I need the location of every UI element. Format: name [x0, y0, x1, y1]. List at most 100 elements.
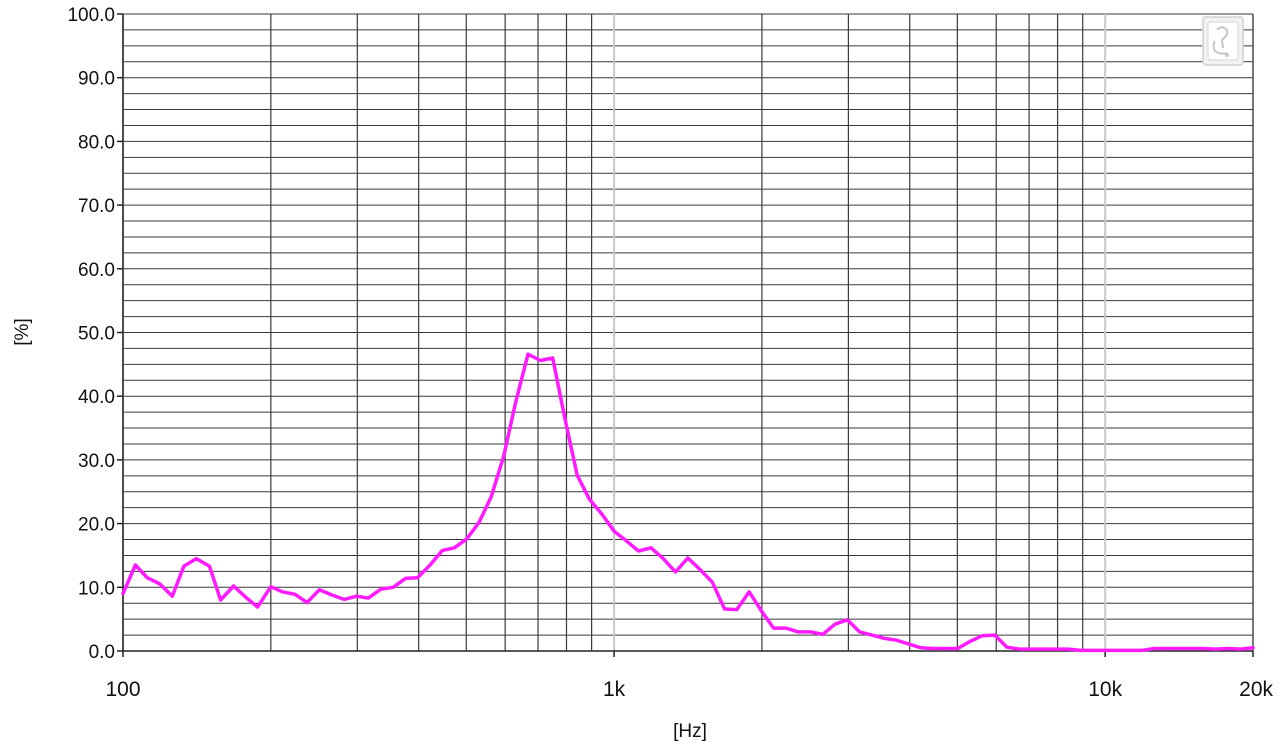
x-tick-label: 20k — [1239, 678, 1273, 701]
data-point — [416, 576, 419, 579]
data-point — [232, 585, 235, 587]
export-plot-icon[interactable] — [1202, 16, 1244, 66]
data-point — [1141, 649, 1143, 652]
data-point — [453, 547, 456, 549]
y-tick-label: 40.0 — [78, 387, 115, 408]
data-point — [797, 631, 800, 633]
y-tick-label: 10.0 — [78, 578, 115, 599]
data-point — [527, 353, 529, 355]
data-point — [404, 577, 407, 580]
data-point — [208, 565, 211, 568]
data-point — [883, 637, 885, 640]
data-point — [1042, 648, 1045, 650]
data-point — [195, 557, 198, 560]
data-point — [502, 455, 505, 457]
data-point — [834, 623, 836, 626]
data-point — [723, 608, 726, 610]
data-point — [134, 564, 137, 566]
y-tick-label: 100.0 — [67, 5, 115, 26]
data-point — [785, 627, 787, 629]
y-tick-label: 60.0 — [78, 260, 115, 281]
x-tick-label: 1k — [603, 678, 626, 701]
data-point — [920, 647, 922, 649]
data-point — [748, 590, 750, 593]
data-point — [515, 400, 517, 403]
data-point — [969, 640, 971, 643]
data-point — [907, 643, 910, 645]
data-point — [600, 513, 603, 515]
data-point — [490, 496, 492, 498]
data-point — [760, 610, 763, 612]
data-point — [809, 631, 812, 633]
data-point — [1227, 647, 1229, 650]
data-point — [944, 647, 947, 650]
data-point — [551, 357, 554, 359]
x-tick-label: 100 — [105, 678, 140, 701]
data-point — [564, 417, 566, 420]
data-point — [478, 521, 480, 524]
data-point — [1252, 647, 1254, 649]
y-tick-label: 50.0 — [78, 324, 115, 345]
data-point — [281, 590, 284, 593]
data-point — [1092, 649, 1094, 652]
data-point — [871, 634, 873, 636]
data-point — [895, 639, 898, 641]
data-point — [613, 530, 615, 533]
data-point — [1178, 647, 1180, 650]
data-point — [256, 606, 259, 608]
data-point — [699, 568, 701, 571]
data-point — [1153, 647, 1156, 650]
data-point — [306, 601, 308, 604]
data-point — [1104, 649, 1106, 652]
data-point — [993, 634, 996, 636]
y-tick-labels: 0.0 10.0 20.0 30.0 40.0 50.0 60.0 70.0 80.0 90.0 1… — [67, 5, 123, 663]
data-point — [1018, 648, 1021, 650]
data-point — [932, 647, 935, 650]
data-point — [1116, 649, 1119, 652]
data-point — [637, 550, 640, 552]
grid-layer — [122, 13, 1254, 652]
y-tick-label: 30.0 — [78, 451, 115, 472]
data-point — [441, 549, 444, 552]
data-point — [625, 539, 628, 542]
data-point — [245, 596, 247, 599]
data-point — [392, 586, 395, 589]
data-point — [576, 474, 578, 476]
data-point — [183, 565, 185, 568]
data-point — [1067, 648, 1070, 650]
data-point — [171, 595, 174, 598]
data-point — [736, 608, 738, 611]
data-point — [1214, 648, 1217, 650]
data-point — [294, 593, 296, 596]
y-tick-label: 70.0 — [78, 196, 115, 217]
y-axis-label: [%] — [12, 318, 33, 345]
x-tick-labels: 100 1k 10k 20k — [105, 651, 1273, 701]
data-point — [822, 633, 824, 636]
data-point — [711, 581, 714, 584]
x-axis-label: [Hz] — [673, 721, 707, 742]
data-point — [981, 634, 984, 637]
data-point — [1190, 647, 1192, 650]
data-point — [122, 592, 124, 595]
data-point — [367, 597, 370, 599]
data-point — [355, 595, 358, 598]
data-point — [330, 594, 333, 596]
data-point — [1006, 646, 1008, 648]
data-point — [146, 576, 148, 579]
data-point — [1079, 649, 1082, 652]
data-point — [662, 557, 665, 560]
data-point — [1055, 648, 1057, 650]
y-tick-label: 20.0 — [78, 515, 115, 536]
data-point — [380, 588, 382, 591]
data-point — [318, 589, 321, 591]
x-tick-label: 10k — [1088, 678, 1122, 701]
series-layer — [121, 352, 1255, 653]
data-point — [588, 498, 591, 501]
data-point — [858, 631, 861, 633]
y-tick-label: 90.0 — [78, 69, 115, 90]
y-tick-label: 80.0 — [78, 132, 115, 153]
data-point — [1128, 649, 1131, 652]
data-point — [650, 547, 652, 549]
